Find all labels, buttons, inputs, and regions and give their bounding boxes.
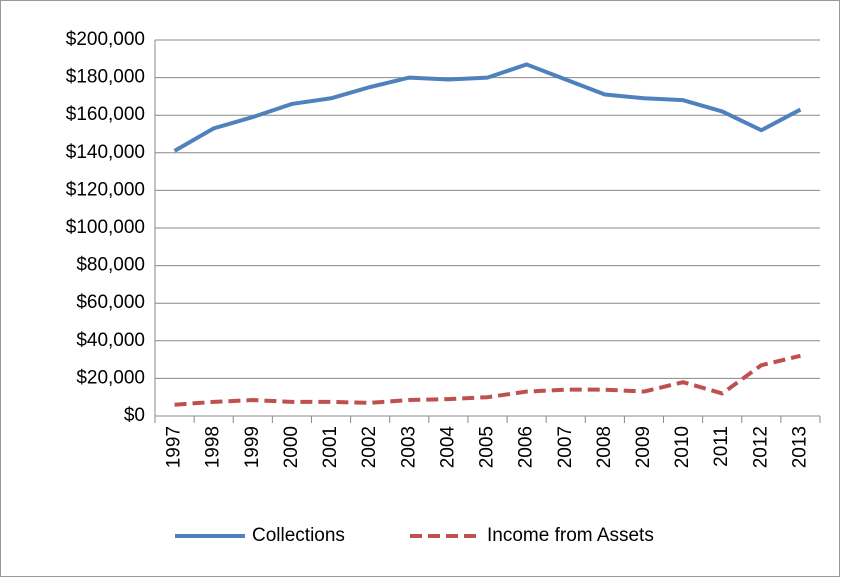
x-tick-label: 1998 (203, 426, 224, 468)
y-tick-label: $40,000 (76, 330, 145, 351)
x-tick-label: 2009 (633, 426, 654, 468)
x-tick-label: 2010 (672, 426, 693, 468)
x-tick-label: 2000 (281, 426, 302, 468)
x-tick-label: 2004 (437, 426, 458, 469)
x-tick-label: 2002 (359, 426, 380, 468)
y-tick-label: $180,000 (66, 67, 145, 88)
legend-label: Income from Assets (487, 525, 654, 546)
x-tick-label: 2012 (750, 426, 771, 468)
x-tick-label: 2013 (789, 426, 810, 468)
x-tick-label: 2007 (555, 426, 576, 468)
y-tick-label: $60,000 (76, 292, 145, 313)
line-series (173, 62, 802, 153)
x-tick-label: 2003 (398, 426, 419, 468)
x-tick-label: 2006 (516, 426, 537, 468)
x-tick-label: 1999 (242, 426, 263, 468)
legend-label: Collections (252, 525, 345, 546)
y-tick-label: $160,000 (66, 104, 145, 125)
x-tick-label: 2011 (711, 426, 732, 467)
y-tick-label: $120,000 (66, 179, 145, 200)
y-tick-label: $80,000 (76, 255, 145, 276)
x-tick-label: 2005 (477, 426, 498, 468)
y-tick-label: $100,000 (66, 217, 145, 238)
y-tick-label: $0 (124, 405, 145, 426)
x-tick-label: 2001 (320, 426, 341, 468)
line-series (174, 353, 801, 407)
y-tick-label: $140,000 (66, 142, 145, 163)
x-tick-label: 1997 (164, 426, 185, 468)
x-tick-label: 2008 (594, 426, 615, 468)
y-tick-label: $20,000 (76, 367, 145, 388)
y-tick-label: $200,000 (66, 29, 145, 50)
